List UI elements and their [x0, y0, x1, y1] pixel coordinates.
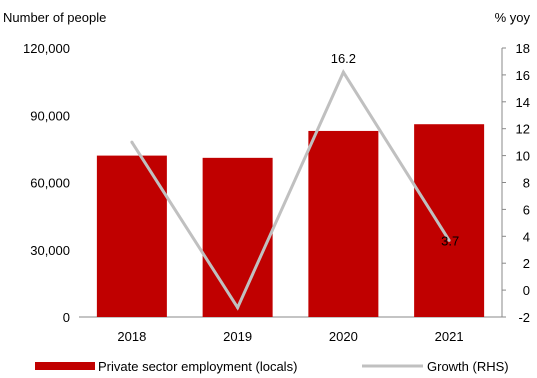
right-axis-ticks: -2 0 2 4 6 8 10 12 14 16 18: [502, 41, 530, 325]
right-tick-label: 10: [516, 149, 530, 164]
left-tick-label: 30,000: [30, 243, 70, 258]
data-label-growth-2020: 16.2: [331, 51, 356, 66]
right-tick-label: 2: [523, 256, 530, 271]
legend-label-growth: Growth (RHS): [427, 359, 509, 374]
left-tick-label: 120,000: [23, 41, 70, 56]
growth-line: [130, 69, 451, 311]
right-tick-label: 14: [516, 95, 530, 110]
legend-label-employment: Private sector employment (locals): [98, 359, 297, 374]
right-tick-label: 18: [516, 41, 530, 56]
growth-point-2018: [130, 140, 134, 144]
x-tick-label: 2020: [329, 329, 358, 344]
right-axis-title: % yoy: [495, 10, 531, 25]
x-tick-label: 2019: [223, 329, 252, 344]
growth-point-2020: [341, 70, 345, 74]
right-tick-label: 12: [516, 122, 530, 137]
growth-line-series: [130, 69, 451, 311]
bar-2019: [202, 157, 273, 317]
left-tick-label: 90,000: [30, 108, 70, 123]
x-axis-categories: 2018 2019 2020 2021: [117, 329, 463, 344]
x-tick-label: 2018: [117, 329, 146, 344]
bar-2021: [414, 124, 485, 317]
growth-point-2019: [236, 306, 240, 310]
legend: Private sector employment (locals) Growt…: [35, 359, 509, 374]
bar-series: [96, 124, 485, 317]
right-tick-label: -2: [518, 310, 530, 325]
x-tick-label: 2021: [435, 329, 464, 344]
growth-point-2021: [447, 238, 451, 242]
right-tick-label: 6: [523, 202, 530, 217]
bar-2020: [308, 130, 379, 317]
right-tick-label: 4: [523, 229, 530, 244]
right-tick-label: 0: [523, 283, 530, 298]
right-tick-label: 16: [516, 68, 530, 83]
legend-swatch-employment: [35, 362, 95, 370]
left-tick-label: 60,000: [30, 176, 70, 191]
right-tick-label: 8: [523, 176, 530, 191]
left-axis-ticks: 0 30,000 60,000 90,000 120,000: [23, 41, 70, 325]
data-labels: 16.2 3.7: [331, 51, 459, 248]
bar-2018: [96, 155, 167, 317]
left-tick-label: 0: [63, 310, 70, 325]
data-label-growth-2021: 3.7: [441, 233, 459, 248]
left-axis-title: Number of people: [3, 10, 106, 25]
